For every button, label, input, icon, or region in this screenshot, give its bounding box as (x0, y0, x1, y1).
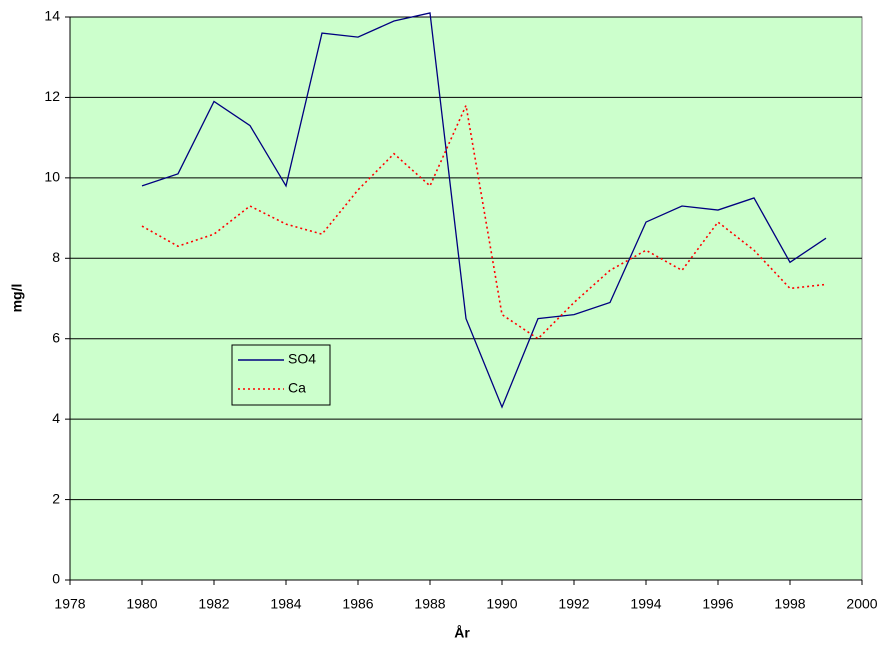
y-tick-label: 0 (52, 571, 60, 587)
x-tick-label: 1996 (702, 596, 733, 612)
y-tick-label: 6 (52, 329, 60, 345)
y-tick-label: 14 (44, 8, 60, 24)
x-tick-label: 1990 (486, 596, 517, 612)
x-tick-label: 1984 (270, 596, 301, 612)
series-line (141, 12, 827, 409)
y-tick-label: 12 (44, 88, 60, 104)
x-tick-label: 1982 (198, 596, 229, 612)
x-tick-label: 1992 (558, 596, 589, 612)
y-tick-label: 8 (52, 249, 60, 265)
series-line (141, 102, 827, 340)
y-tick-label: 2 (52, 490, 60, 506)
x-tick-label: 1980 (126, 596, 157, 612)
y-tick-label: 4 (52, 410, 60, 426)
x-tick-label: 1986 (342, 596, 373, 612)
x-tick-label: 1988 (414, 596, 445, 612)
x-tick-label: 2000 (846, 596, 877, 612)
legend-box (231, 344, 331, 406)
x-axis-label: År (454, 625, 470, 641)
x-tick-label: 1994 (630, 596, 661, 612)
plot-area (69, 16, 863, 581)
legend-label: Ca (288, 380, 306, 396)
x-tick-label: 1978 (54, 596, 85, 612)
y-tick-label: 10 (44, 169, 60, 185)
x-tick-label: 1998 (774, 596, 805, 612)
y-axis-label: mg/l (9, 284, 25, 313)
legend-label: SO4 (288, 351, 316, 367)
